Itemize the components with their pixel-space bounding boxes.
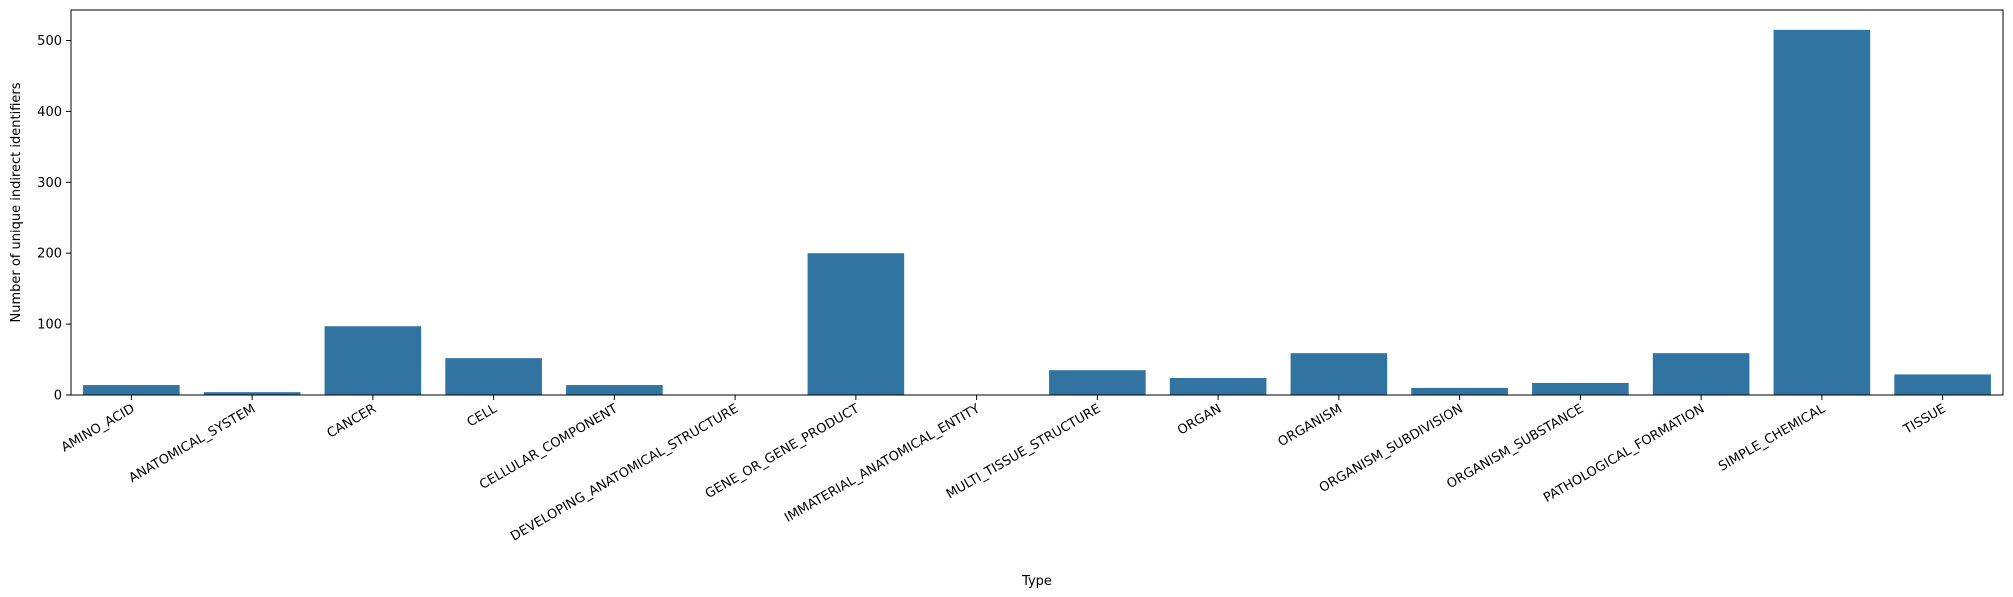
bar-multi-tissue-structure <box>1049 370 1146 395</box>
x-axis-label: Type <box>1021 574 1052 589</box>
bars-group <box>83 29 1991 396</box>
bar-cell <box>445 358 542 395</box>
x-tick-label-developing-anatomical-structure: DEVELOPING_ANATOMICAL_STRUCTURE <box>508 401 741 544</box>
x-tick-label-cancer: CANCER <box>325 401 379 441</box>
x-tick-label-amino-acid: AMINO_ACID <box>59 401 138 455</box>
y-axis-ticks: 0 100 200 300 400 500 <box>37 34 71 404</box>
x-tick-label-simple-chemical: SIMPLE_CHEMICAL <box>1716 401 1828 475</box>
bar-amino-acid <box>83 385 180 395</box>
bar-simple-chemical <box>1773 29 1871 396</box>
x-tick-label-cell: CELL <box>465 401 501 430</box>
bar-cancer <box>324 326 422 395</box>
y-tick-label: 100 <box>37 318 62 333</box>
plot-frame <box>70 9 2004 396</box>
bar-organism-subdivision <box>1411 387 1508 395</box>
bar-gene-or-gene-product <box>807 253 905 395</box>
bar-organism-substance <box>1532 382 1629 395</box>
x-tick-label-anatomical-system: ANATOMICAL_SYSTEM <box>127 401 259 486</box>
x-tick-label-organ: ORGAN <box>1175 401 1224 438</box>
bar-organism <box>1290 353 1388 395</box>
bar-tissue <box>1894 374 1991 395</box>
y-tick-label: 200 <box>37 247 62 262</box>
y-tick-label: 500 <box>37 34 62 49</box>
y-axis-label: Number of unique indirect identifiers <box>9 82 24 322</box>
bar-anatomical-system <box>203 392 301 395</box>
y-tick-label: 300 <box>37 176 62 191</box>
y-tick-label: 400 <box>37 105 62 120</box>
y-tick-label: 0 <box>54 389 62 404</box>
x-tick-label-organism: ORGANISM <box>1276 401 1345 450</box>
x-tick-label-immaterial-anatomical-entity: IMMATERIAL_ANATOMICAL_ENTITY <box>782 401 983 525</box>
bar-pathological-formation <box>1652 353 1750 395</box>
x-tick-label-tissue: TISSUE <box>1900 401 1948 437</box>
bar-organ <box>1169 377 1267 395</box>
bar-cellular-component <box>566 385 663 395</box>
